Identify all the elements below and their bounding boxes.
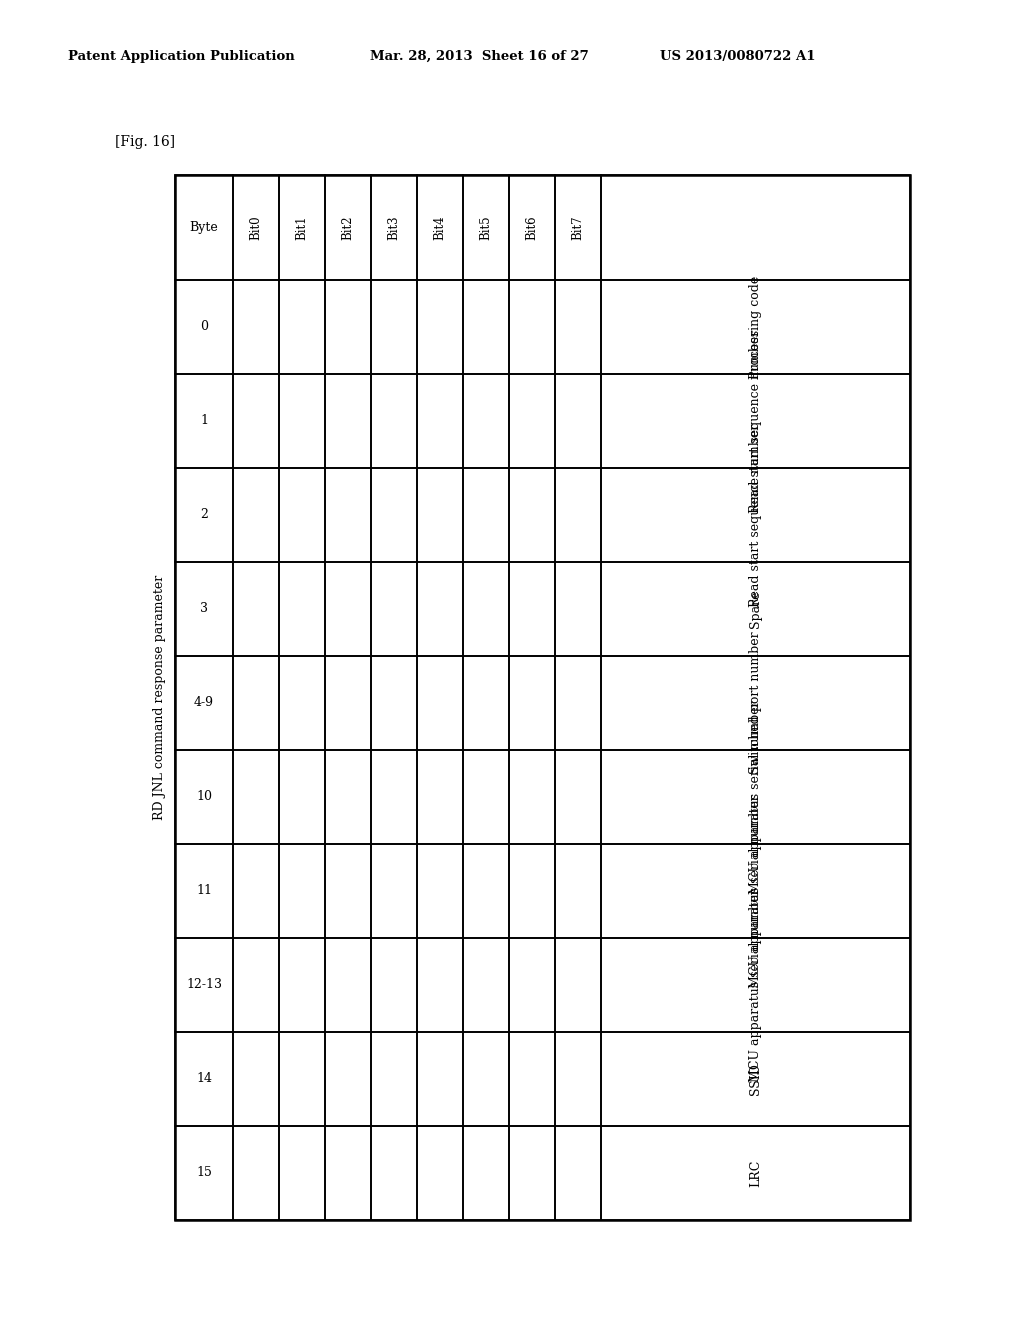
Text: Bit7: Bit7: [571, 215, 585, 240]
Text: 15: 15: [196, 1167, 212, 1180]
Text: Bit1: Bit1: [296, 215, 308, 240]
Text: Bit4: Bit4: [433, 215, 446, 240]
Text: [Fig. 16]: [Fig. 16]: [115, 135, 175, 149]
Text: LRC: LRC: [749, 1159, 762, 1187]
Text: 3: 3: [200, 602, 208, 615]
Text: MCU apparatus serial number: MCU apparatus serial number: [749, 888, 762, 1082]
Text: Patent Application Publication: Patent Application Publication: [68, 50, 295, 63]
Text: 14: 14: [196, 1072, 212, 1085]
Text: Read start sequence number: Read start sequence number: [749, 330, 762, 512]
Text: 1: 1: [200, 414, 208, 428]
Text: Bit2: Bit2: [341, 215, 354, 240]
Text: 11: 11: [196, 884, 212, 898]
Text: 10: 10: [196, 791, 212, 804]
Text: Bit6: Bit6: [525, 215, 539, 240]
Text: Read start sequence number: Read start sequence number: [749, 424, 762, 607]
Text: Bit3: Bit3: [387, 215, 400, 240]
Text: Processing code: Processing code: [749, 276, 762, 379]
Text: 12-13: 12-13: [186, 978, 222, 991]
Text: 2: 2: [200, 508, 208, 521]
Text: MCU apparatus serial number: MCU apparatus serial number: [749, 700, 762, 894]
Text: Byte: Byte: [189, 220, 218, 234]
Text: Bit0: Bit0: [250, 215, 262, 240]
Text: 0: 0: [200, 321, 208, 334]
Text: Spare: Spare: [749, 590, 762, 628]
Text: MCU apparatus serial number: MCU apparatus serial number: [749, 795, 762, 987]
Text: 4-9: 4-9: [194, 697, 214, 710]
Text: Switched port number: Switched port number: [749, 632, 762, 775]
Text: Mar. 28, 2013  Sheet 16 of 27: Mar. 28, 2013 Sheet 16 of 27: [370, 50, 589, 63]
Text: RD JNL command response parameter: RD JNL command response parameter: [154, 576, 167, 820]
Text: Bit5: Bit5: [479, 215, 493, 240]
Text: SSID: SSID: [749, 1063, 762, 1094]
Text: US 2013/0080722 A1: US 2013/0080722 A1: [660, 50, 815, 63]
